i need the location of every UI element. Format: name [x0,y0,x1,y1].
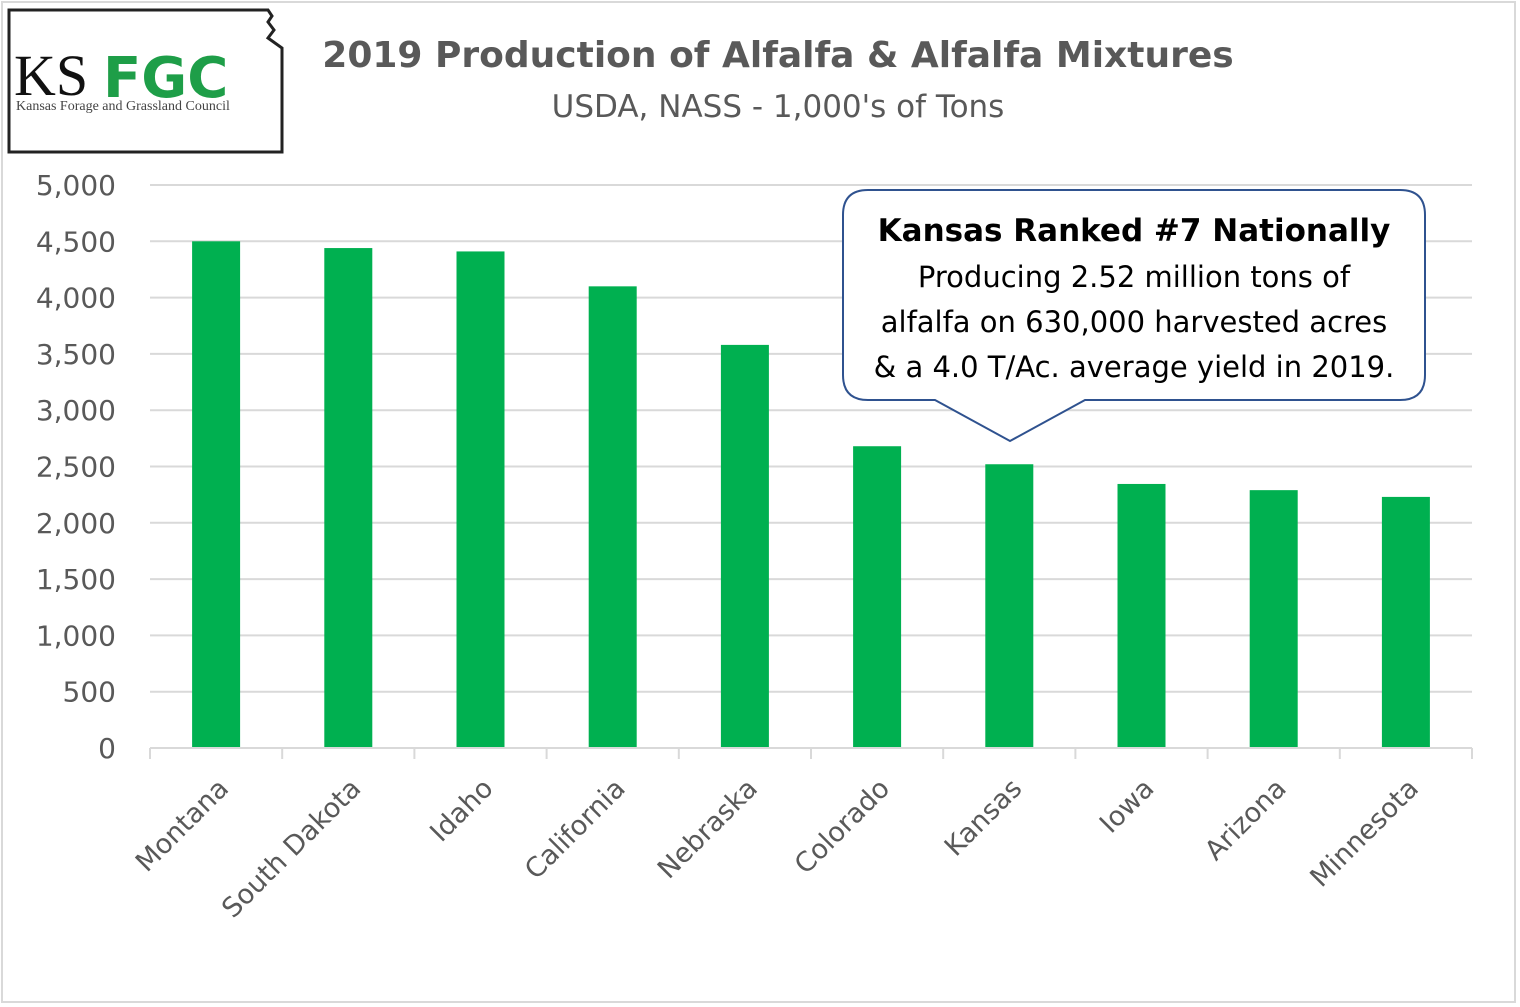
x-tick-label: South Dakota [216,773,367,924]
y-tick-label: 1,000 [36,619,116,652]
bar-nebraska [720,344,769,748]
x-tick-label: Idaho [424,773,499,848]
chart-title: 2019 Production of Alfalfa & Alfalfa Mix… [322,35,1233,76]
x-tick-label: Minnesota [1304,773,1424,893]
bar-california [588,286,637,748]
logo-tagline: Kansas Forage and Grassland Council [16,99,230,114]
bar-idaho [456,251,505,748]
x-tick-label: Arizona [1199,773,1293,867]
x-tick-label: Montana [130,773,235,878]
x-tick-label: Colorado [789,773,896,880]
kansas-callout: Kansas Ranked #7 Nationally Producing 2.… [842,189,1426,443]
bar-kansas [985,464,1034,748]
x-tick-label: California [519,773,632,886]
bar-iowa [1117,483,1166,748]
x-tick-label: Kansas [939,773,1029,863]
x-tick-label: Nebraska [652,773,764,885]
y-tick-label: 5,000 [36,169,116,202]
callout-line-3: & a 4.0 T/Ac. average yield in 2019. [874,350,1395,384]
bar-arizona [1249,490,1298,748]
bar-south-dakota [324,248,373,748]
y-tick-label: 500 [63,676,116,709]
ksfgc-logo: KS FGC Kansas Forage and Grassland Counc… [7,8,284,154]
x-tick-label: Iowa [1094,773,1161,840]
y-tick-label: 3,000 [36,394,116,427]
logo-fgc: FGC [103,46,228,111]
bar-minnesota [1381,496,1430,748]
y-tick-label: 2,500 [36,451,116,484]
y-tick-label: 4,000 [36,282,116,315]
callout-line-1: Producing 2.52 million tons of [918,260,1351,294]
bar-montana [192,241,241,749]
y-tick-label: 4,500 [36,225,116,258]
y-tick-label: 2,000 [36,507,116,540]
y-tick-label: 3,500 [36,338,116,371]
chart-subtitle: USDA, NASS - 1,000's of Tons [552,89,1005,125]
callout-heading: Kansas Ranked #7 Nationally [878,213,1391,249]
logo-ks: KS [14,43,88,108]
callout-line-2: alfalfa on 630,000 harvested acres [881,305,1388,339]
y-tick-label: 0 [98,732,116,765]
y-tick-label: 1,500 [36,563,116,596]
bar-colorado [853,446,902,748]
